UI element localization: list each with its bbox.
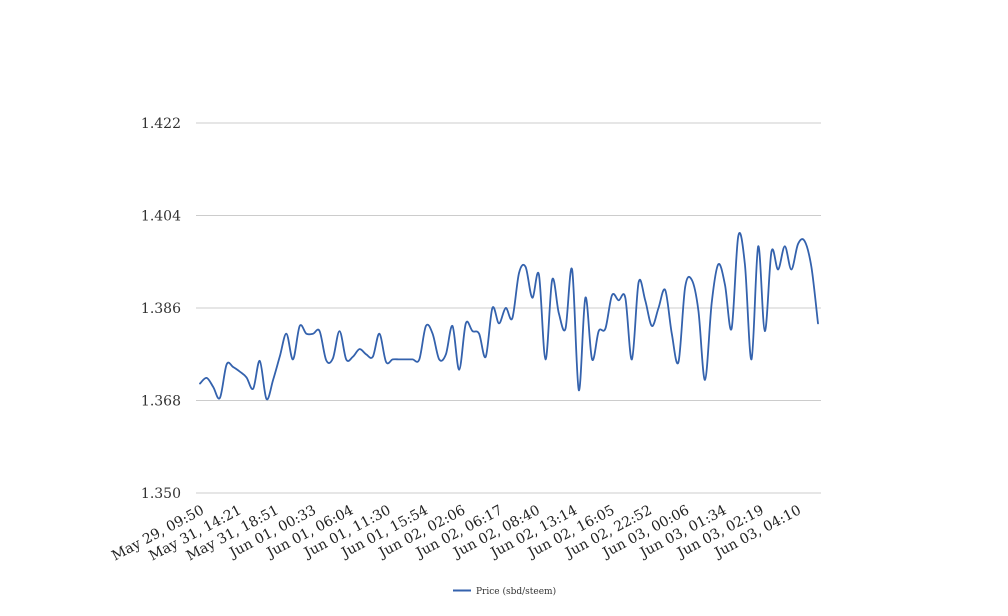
legend[interactable]: Price (sbd/steem)	[453, 586, 556, 597]
y-tick-label: 1.386	[141, 301, 181, 317]
series-lines	[199, 232, 819, 401]
y-axis-tick-labels: 1.350 1.368 1.386 1.404 1.422	[141, 116, 181, 502]
gridlines	[196, 122, 821, 494]
series-line-price	[199, 232, 819, 401]
y-tick-label: 1.422	[141, 116, 181, 132]
legend-label: Price (sbd/steem)	[476, 586, 556, 597]
y-tick-label: 1.350	[141, 486, 181, 502]
y-tick-label: 1.404	[141, 209, 181, 225]
y-tick-label: 1.368	[141, 394, 181, 410]
